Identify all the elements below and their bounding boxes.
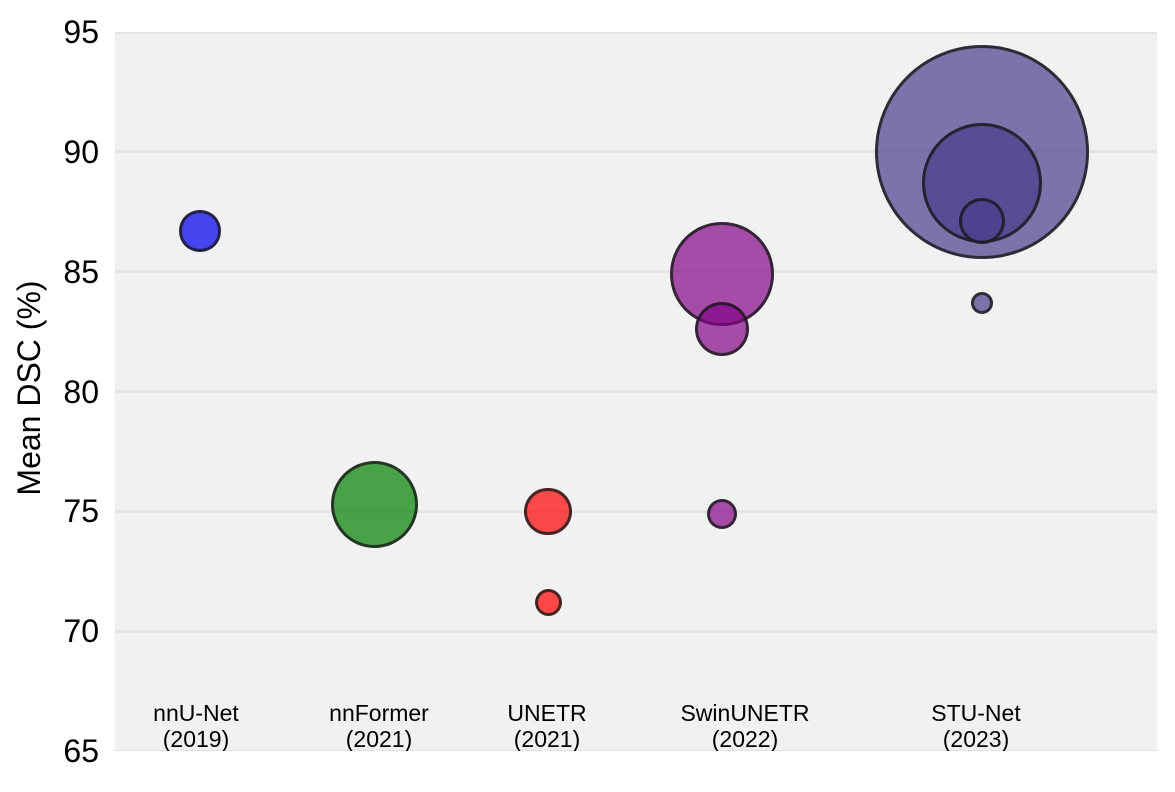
bubble-swinunetr-74.9 — [707, 498, 737, 529]
gridline-65 — [115, 749, 1157, 751]
y-tick-label-65: 65 — [63, 733, 99, 769]
bubble-nnu-net-86.7 — [179, 210, 221, 252]
y-tick-label-95: 95 — [63, 14, 99, 50]
gridline-85 — [115, 270, 1157, 274]
gridline-95 — [115, 32, 1157, 34]
gridline-70 — [115, 629, 1157, 633]
bubble-swinunetr-82.6 — [695, 302, 749, 357]
category-name: UNETR — [507, 700, 587, 726]
y-tick-label-90: 90 — [63, 133, 99, 170]
bubble-unetr-75 — [524, 487, 572, 536]
plot-area: nnU-Net (2019) nnFormer (2021) UNETR (2021) Sw… — [115, 32, 1157, 751]
gridline-80 — [115, 390, 1157, 393]
category-year: (2023) — [942, 726, 1010, 751]
category-year: (2021) — [345, 726, 413, 751]
y-tick-label-85: 85 — [63, 253, 99, 290]
x-category-label-nnu-net: nnU-Net (2019) — [153, 700, 239, 751]
x-category-label-unetr: UNETR (2021) — [507, 700, 586, 751]
y-tick-label-80: 80 — [63, 373, 99, 410]
bubble-stu-net-87.1 — [959, 198, 1005, 245]
category-name: SwinUNETR — [680, 700, 810, 726]
category-name: STU-Net — [931, 700, 1021, 726]
category-year: (2019) — [162, 726, 230, 751]
y-tick-label-70: 70 — [63, 613, 99, 650]
category-year: (2021) — [513, 726, 581, 751]
gridline-90 — [115, 150, 1157, 154]
bubble-stu-net-83.7 — [971, 291, 993, 314]
x-category-label-stu-net: STU-Net (2023) — [931, 700, 1020, 751]
category-name: nnU-Net — [153, 700, 239, 726]
category-year: (2022) — [711, 726, 779, 751]
y-tick-label-75: 75 — [63, 493, 99, 530]
gridline-75 — [115, 509, 1157, 513]
x-category-label-nnformer: nnFormer (2021) — [329, 700, 429, 751]
bubble-nnformer-75.3 — [330, 460, 418, 548]
x-category-label-swinunetr: SwinUNETR (2022) — [680, 700, 809, 751]
category-name: nnFormer — [329, 700, 429, 726]
bubble-unetr-71.2 — [534, 588, 562, 616]
